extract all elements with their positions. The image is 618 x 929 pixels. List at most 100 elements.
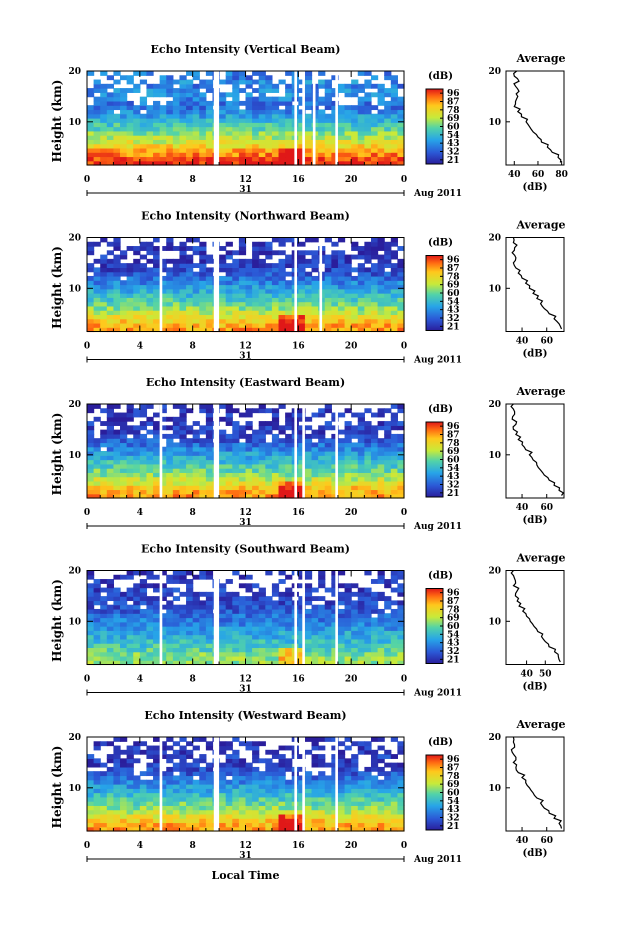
heatmap-cell (93, 118, 101, 123)
heatmap-cell (159, 310, 167, 316)
heatmap-cell (133, 280, 141, 286)
heatmap-cell (252, 451, 260, 456)
heatmap-cell (304, 446, 313, 452)
heatmap-cell (87, 638, 95, 644)
heatmap-cell (324, 485, 332, 491)
heatmap-cell (265, 796, 273, 802)
heatmap-cell (331, 241, 339, 247)
heatmap-cell (106, 139, 115, 145)
heatmap-cell (331, 135, 339, 140)
heatmap-cell (285, 591, 293, 597)
heatmap-cell (397, 801, 405, 806)
heatmap-cell (377, 796, 385, 802)
heatmap-cell (357, 591, 365, 597)
heatmap-cell (232, 305, 240, 311)
heatmap-cell (87, 318, 95, 324)
heatmap-cell (311, 818, 319, 824)
heatmap-cell (133, 451, 141, 456)
heatmap-cell (258, 105, 266, 111)
heatmap-cell (258, 472, 266, 478)
heatmap-cell (271, 416, 280, 422)
heatmap-cell (258, 485, 266, 491)
heatmap-cell (87, 301, 95, 307)
heatmap-cell (238, 766, 247, 772)
heatmap-cell (186, 617, 194, 623)
heatmap-cell (245, 826, 253, 832)
heatmap-cell (199, 267, 207, 273)
heatmap-cell (87, 322, 95, 328)
heatmap-cell (232, 762, 240, 768)
average-title: Average (515, 52, 565, 65)
heatmap-cell (278, 617, 286, 623)
average-x-tick-label: 80 (555, 170, 568, 180)
heatmap-cell (87, 779, 95, 785)
heatmap-cell (192, 280, 200, 286)
heatmap-cell (172, 147, 181, 153)
heatmap-cell (377, 745, 385, 751)
heatmap-cell (337, 818, 346, 824)
heatmap-cell (139, 647, 148, 653)
heatmap-cell (252, 275, 260, 281)
heatmap-cell (252, 143, 260, 149)
heatmap-cell (113, 100, 121, 106)
heatmap-cell (225, 604, 233, 610)
heatmap-cell (146, 621, 154, 627)
heatmap-cell (172, 455, 181, 461)
heatmap-cell (364, 425, 372, 431)
heatmap-cell (120, 826, 128, 832)
heatmap-cell (100, 463, 108, 469)
heatmap-cell (100, 455, 108, 461)
heatmap-cell (245, 766, 253, 772)
heatmap-cell (377, 801, 385, 806)
heatmap-cell (139, 796, 148, 802)
heatmap-cell (87, 280, 95, 286)
heatmap-cell (238, 617, 247, 623)
heatmap-cell (344, 485, 352, 491)
heatmap-cell (87, 583, 95, 589)
heatmap-cell (133, 788, 141, 794)
heatmap-cell (271, 156, 280, 162)
heatmap-cell (377, 758, 385, 764)
heatmap-cell (278, 429, 286, 435)
heatmap-cell (219, 109, 227, 115)
heatmap-cell (258, 147, 266, 153)
heatmap-cell (331, 579, 339, 584)
heatmap-cell (106, 275, 115, 281)
heatmap-cell (337, 826, 346, 832)
heatmap-cell (390, 608, 398, 614)
heatmap-cell (232, 156, 240, 162)
heatmap-cell (245, 651, 253, 657)
heatmap-cell (139, 275, 148, 281)
heatmap-cell (159, 784, 167, 789)
heatmap-cell (238, 634, 247, 640)
heatmap-cell (120, 327, 128, 333)
heatmap-cell (370, 638, 379, 644)
heatmap-cell (364, 135, 372, 140)
heatmap-cell (397, 626, 405, 631)
heatmap-cell (278, 147, 286, 153)
heatmap-cell (139, 147, 148, 153)
heatmap-cell (186, 109, 194, 115)
heatmap-cell (225, 485, 233, 491)
heatmap-cell (285, 263, 293, 269)
heatmap-cell (370, 105, 379, 111)
heatmap-cell (106, 412, 115, 418)
heatmap-cell (179, 442, 187, 448)
heatmap-cell (285, 651, 293, 657)
heatmap-cell (205, 604, 214, 610)
heatmap-cell (93, 88, 101, 93)
heatmap-cell (357, 105, 365, 111)
heatmap-cell (304, 105, 313, 111)
heatmap-cell (93, 771, 101, 777)
heatmap-cell (271, 784, 280, 789)
heatmap-cell (324, 404, 332, 409)
heatmap-cell (271, 630, 280, 636)
heatmap-cell (344, 758, 352, 764)
heatmap-cell (186, 809, 194, 815)
heatmap-cell (166, 634, 174, 640)
heatmap-cell (186, 280, 194, 286)
heatmap-cell (271, 459, 280, 465)
heatmap-cell (159, 122, 167, 128)
heatmap-cell (87, 796, 95, 802)
heatmap-cell (377, 476, 385, 482)
